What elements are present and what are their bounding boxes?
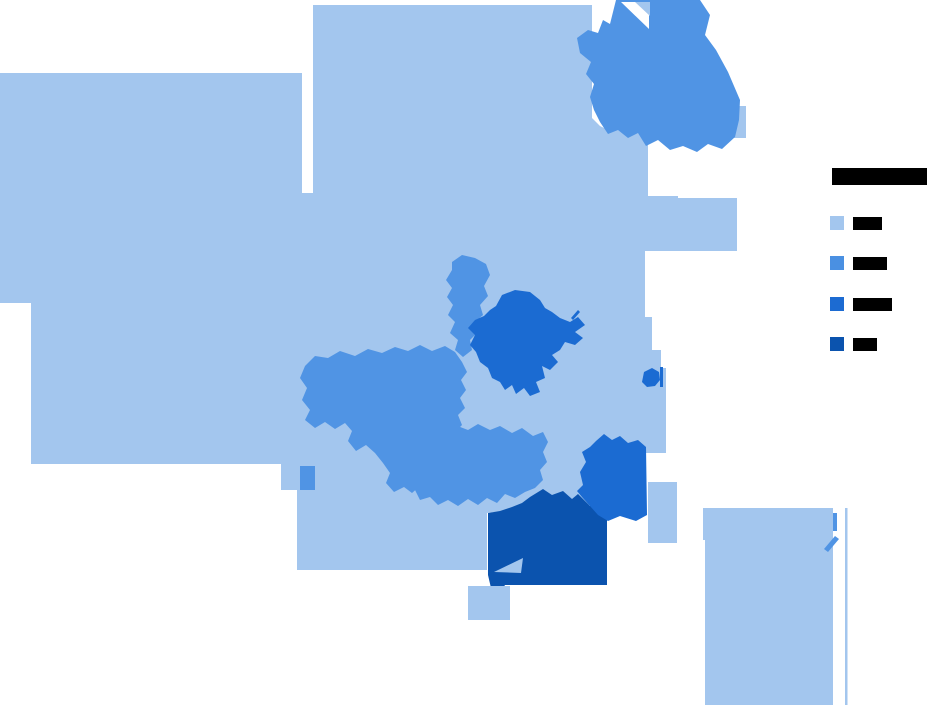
region-northeast-white-notch <box>621 2 649 29</box>
region-center-strong-mark <box>571 310 580 320</box>
region-east-light-rect[interactable] <box>648 482 677 543</box>
legend-label-redacted <box>853 297 892 311</box>
region-east-coast-strong-dot[interactable] <box>642 368 660 387</box>
legend-label-redacted <box>853 216 882 230</box>
region-inset-box-fill[interactable] <box>703 508 833 705</box>
legend-title-redacted <box>832 168 927 185</box>
region-west-central-light-area[interactable] <box>0 5 737 570</box>
region-northeast-medium-area[interactable] <box>577 0 740 152</box>
region-south-dark-light-notch <box>494 558 523 573</box>
region-central-north-medium-hook[interactable] <box>446 255 490 357</box>
region-west-small-medium-square[interactable] <box>300 466 315 490</box>
region-inset-box-inner-white-line <box>703 540 705 705</box>
region-inset-box-right-border <box>845 508 848 705</box>
legend-swatch-icon <box>830 296 844 311</box>
legend-swatch-icon <box>830 337 844 351</box>
region-inset-island-slash <box>824 536 839 552</box>
region-southeast-strong-area[interactable] <box>577 434 647 521</box>
region-northeast-light-notch <box>635 2 650 16</box>
map-regions-group <box>0 0 848 705</box>
legend-label-redacted <box>853 257 887 270</box>
region-south-island-light-square[interactable] <box>468 586 510 620</box>
legend-swatch-icon <box>830 256 844 270</box>
region-east-coast-strong-dash <box>660 367 663 387</box>
region-center-strong-area[interactable] <box>468 290 585 396</box>
region-inset-island-dash <box>833 513 837 531</box>
legend-label-redacted <box>853 338 877 351</box>
region-south-central-medium-area[interactable] <box>414 424 548 506</box>
legend-swatch-icon <box>830 215 844 230</box>
